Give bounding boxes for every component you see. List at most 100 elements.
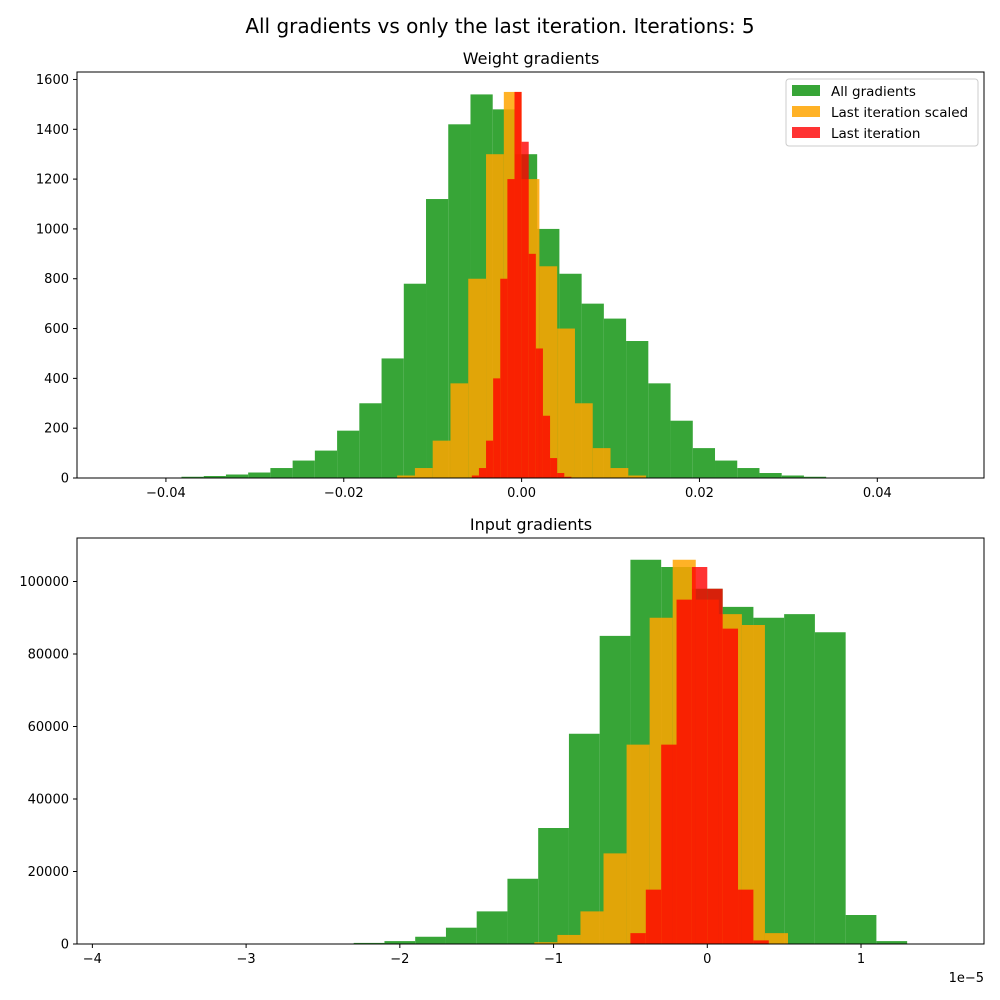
weight-gradients-bars bbox=[181, 91, 827, 479]
bar-all-gradients bbox=[248, 472, 271, 478]
bar-all-gradients bbox=[845, 915, 877, 944]
bar-last-iteration-scaled bbox=[397, 475, 415, 478]
bar-last-iteration bbox=[738, 889, 754, 945]
y-tick-label: 80000 bbox=[28, 648, 69, 663]
bar-last-iteration bbox=[478, 468, 487, 478]
bar-last-iteration bbox=[557, 473, 565, 478]
x-tick-label: −2 bbox=[390, 952, 409, 967]
y-tick-label: 1000 bbox=[36, 222, 69, 237]
bar-all-gradients bbox=[784, 614, 815, 945]
x-tick-label: 0.04 bbox=[863, 486, 892, 501]
bar-last-iteration bbox=[645, 889, 662, 945]
weight-gradients-panel: Weight gradients 0 200 400 600 800 1000 1200 14… bbox=[36, 49, 985, 501]
bar-last-iteration-scaled bbox=[574, 403, 593, 478]
bar-all-gradients bbox=[759, 473, 782, 478]
legend-swatch-last-iteration bbox=[792, 127, 820, 138]
bar-all-gradients bbox=[381, 358, 404, 478]
bar-all-gradients bbox=[692, 448, 716, 478]
bar-last-iteration bbox=[521, 141, 529, 479]
bar-all-gradients bbox=[476, 911, 508, 945]
bar-all-gradients bbox=[781, 475, 804, 478]
bar-last-iteration-scaled bbox=[580, 911, 604, 945]
bar-last-iteration-scaled bbox=[628, 475, 647, 478]
bar-last-iteration bbox=[722, 628, 739, 945]
y-tick-label: 40000 bbox=[28, 793, 69, 808]
input-gradients-bars bbox=[353, 559, 908, 945]
bar-all-gradients bbox=[203, 476, 226, 478]
bar-all-gradients bbox=[445, 927, 477, 944]
bar-all-gradients bbox=[737, 468, 760, 478]
bar-last-iteration-scaled bbox=[557, 328, 575, 478]
bar-last-iteration bbox=[486, 440, 494, 478]
x-tick-label: 1 bbox=[857, 952, 865, 967]
y-tick-label: 600 bbox=[44, 322, 69, 337]
y-tick-label: 200 bbox=[44, 422, 69, 437]
bar-all-gradients bbox=[359, 403, 382, 478]
bar-last-iteration bbox=[471, 475, 479, 478]
bar-all-gradients bbox=[403, 283, 427, 478]
bar-all-gradients bbox=[353, 942, 385, 944]
bar-all-gradients bbox=[292, 460, 315, 478]
bar-last-iteration bbox=[676, 599, 692, 945]
bar-last-iteration-scaled bbox=[534, 942, 558, 944]
bar-all-gradients bbox=[568, 733, 600, 944]
bar-all-gradients bbox=[181, 476, 204, 478]
legend-label-last-iteration: Last iteration bbox=[831, 126, 920, 142]
x-tick-label: 0.02 bbox=[685, 486, 714, 501]
bar-all-gradients bbox=[715, 460, 738, 478]
bar-last-iteration bbox=[630, 933, 646, 945]
x-tick-label: −1 bbox=[544, 952, 563, 967]
weight-gradients-plot-frame bbox=[76, 71, 985, 479]
y-tick-label: 60000 bbox=[28, 720, 69, 735]
bar-all-gradients bbox=[876, 941, 908, 944]
y-tick-label: 0 bbox=[61, 472, 69, 487]
legend-label-all-gradients: All gradients bbox=[831, 84, 916, 100]
bar-last-iteration bbox=[500, 278, 508, 478]
bar-all-gradients bbox=[603, 318, 627, 478]
legend-swatch-all-gradients bbox=[792, 85, 820, 96]
x-tick-label: −0.02 bbox=[324, 486, 364, 501]
legend-box bbox=[785, 78, 979, 147]
y-tick-label: 0 bbox=[61, 938, 69, 953]
bar-last-iteration-scaled bbox=[450, 383, 469, 478]
bar-last-iteration bbox=[535, 348, 543, 478]
x-tick-label: −0.04 bbox=[146, 486, 186, 501]
bar-all-gradients bbox=[648, 383, 671, 478]
x-tick-label: 0.00 bbox=[507, 486, 536, 501]
input-gradients-title: Input gradients bbox=[470, 515, 592, 534]
bar-all-gradients bbox=[814, 632, 846, 944]
bar-last-iteration bbox=[528, 253, 536, 478]
bar-all-gradients bbox=[426, 199, 449, 478]
bar-last-iteration bbox=[564, 476, 572, 478]
bar-last-iteration bbox=[493, 378, 501, 478]
bar-all-gradients bbox=[538, 828, 569, 944]
legend-swatch-last-iteration-scaled bbox=[792, 106, 820, 117]
y-tick-label: 800 bbox=[44, 272, 69, 287]
bar-last-iteration bbox=[507, 179, 515, 478]
bar-last-iteration-scaled bbox=[741, 625, 765, 944]
bar-all-gradients bbox=[384, 941, 416, 944]
bar-last-iteration-scaled bbox=[468, 278, 487, 478]
bar-last-iteration bbox=[550, 458, 558, 478]
figure-title: All gradients vs only the last iteration… bbox=[245, 14, 755, 38]
bar-last-iteration-scaled bbox=[626, 744, 650, 945]
x-tick-label: −4 bbox=[83, 952, 102, 967]
bar-last-iteration-scaled bbox=[764, 933, 788, 945]
bar-all-gradients bbox=[803, 476, 827, 478]
x-tick-label: −3 bbox=[237, 952, 256, 967]
bar-last-iteration-scaled bbox=[557, 934, 581, 944]
bar-last-iteration bbox=[661, 744, 677, 945]
input-gradients-offset-text: 1e−5 bbox=[949, 971, 984, 986]
bar-all-gradients bbox=[415, 936, 446, 944]
bar-last-iteration-scaled bbox=[592, 448, 611, 478]
bar-last-iteration-scaled bbox=[432, 440, 451, 478]
input-gradients-y-ticks: 0 20000 40000 60000 80000 100000 bbox=[19, 575, 77, 953]
y-tick-label: 1600 bbox=[36, 73, 69, 88]
bar-all-gradients bbox=[225, 474, 249, 478]
legend-label-last-iteration-scaled: Last iteration scaled bbox=[831, 105, 968, 121]
input-gradients-x-ticks: −4 −3 −2 −1 0 1 bbox=[83, 944, 865, 967]
bar-all-gradients bbox=[670, 420, 693, 478]
bar-all-gradients bbox=[270, 468, 293, 478]
bar-all-gradients bbox=[507, 878, 539, 944]
bar-last-iteration-scaled bbox=[414, 468, 433, 478]
